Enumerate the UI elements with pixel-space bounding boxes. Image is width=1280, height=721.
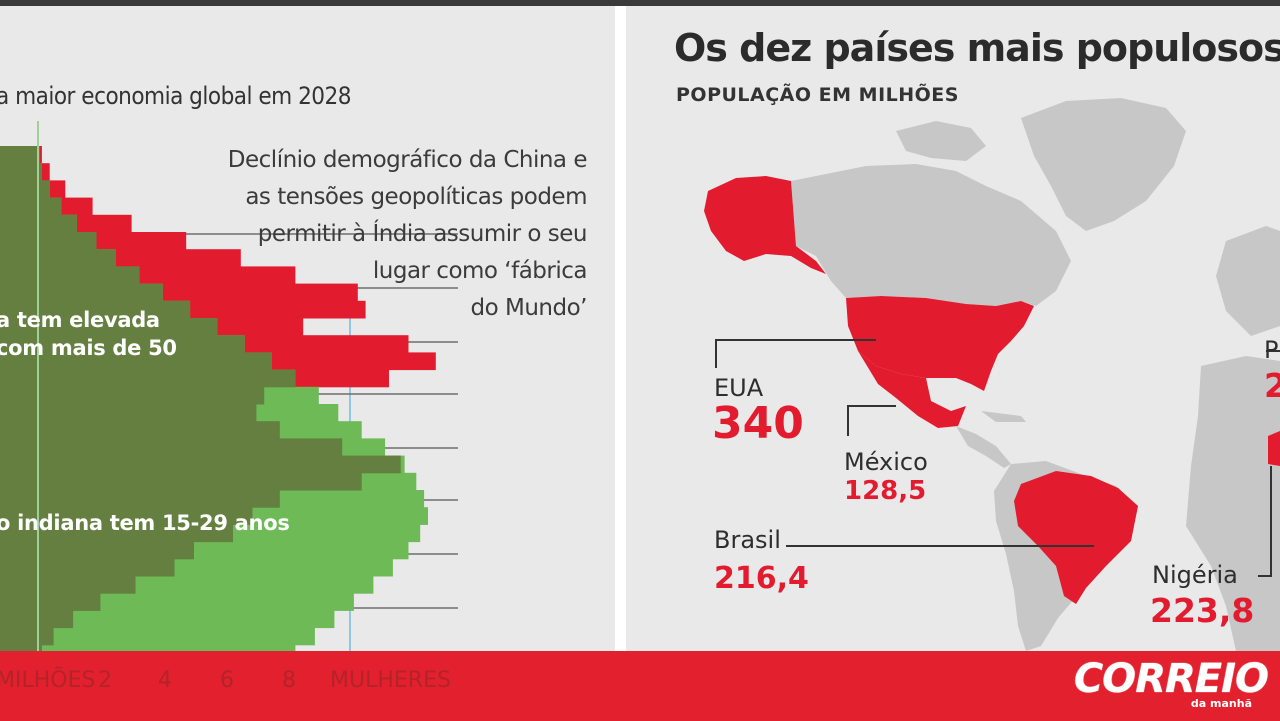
correio-logo[interactable]: CORREIO da manhã: [1073, 656, 1269, 710]
logo-wordmark: CORREIO: [1073, 656, 1269, 702]
central-america-shape: [956, 426, 1011, 468]
africa-shape: [1186, 356, 1280, 651]
india-bar: [0, 610, 335, 629]
canada-shape: [791, 164, 1071, 306]
overlap-bar: [0, 507, 253, 525]
population-pyramid: [0, 121, 458, 651]
callout-bottom: o indiana tem 15-29 anos: [0, 511, 290, 535]
overlap-bar: [0, 593, 101, 611]
overlap-bar: [0, 541, 194, 560]
overlap-bar: [0, 300, 191, 319]
map-subtitle: POPULAÇÃO EM MILHÕES: [676, 84, 959, 106]
pyramid-note: Declínio demográfico da China e as tensõ…: [195, 142, 588, 327]
overlap-bar: [0, 644, 42, 651]
leader-line-eua: [715, 339, 876, 368]
overlap-bar: [0, 610, 74, 629]
note-line: as tensões geopolíticas podem: [245, 184, 587, 210]
caribbean-shape: [981, 411, 1026, 422]
panel-divider: [615, 6, 626, 651]
overlap-bar: [0, 472, 362, 491]
overlap-bar: [0, 455, 401, 474]
overlap-bar: [0, 180, 50, 199]
overlap-bar: [0, 421, 280, 439]
overlap-bar: [0, 386, 265, 405]
arctic-islands-shape: [896, 121, 986, 161]
overlap-bar: [0, 266, 140, 285]
country-value-mexico: 128,5: [844, 476, 927, 506]
overlap-bar: [0, 490, 280, 508]
overlap-bar: [0, 576, 136, 594]
note-line: do Mundo’: [470, 295, 588, 321]
note-line: lugar como ‘fábrica: [372, 258, 588, 284]
country-name-nigeria: Nigéria: [1152, 561, 1238, 589]
india-bar: [0, 644, 296, 651]
country-name-brasil: Brasil: [714, 526, 781, 554]
brazil-shape: [1014, 471, 1138, 604]
country-value-partial: 2: [1264, 366, 1280, 405]
pyramid-subtitle: a maior economia global em 2028: [0, 82, 352, 110]
footer-bar: MILHÕES 2 4 6 8 MULHERES CORREIO da manh…: [0, 651, 1280, 721]
world-map: [704, 98, 1280, 651]
overlap-bar: [0, 163, 42, 181]
country-value-eua: 340: [712, 398, 804, 449]
india-bar: [0, 627, 315, 646]
axis-ghost-label: MILHÕES: [0, 668, 96, 693]
logo-subtitle: da manhã: [1190, 697, 1252, 710]
overlap-bar: [0, 197, 62, 216]
axis-ghost-tick: 6: [220, 668, 234, 693]
overlap-bar: [0, 352, 272, 371]
mexico-shape: [858, 351, 966, 428]
axis-ghost-tick: 4: [158, 668, 172, 693]
greenland-shape: [1021, 98, 1186, 231]
axis-ghost-tick: 2: [98, 668, 112, 693]
overlap-bar: [0, 249, 116, 267]
overlap-bar: [0, 232, 97, 250]
europe-shape: [1216, 226, 1280, 336]
axis-ghost-legend: MULHERES: [330, 668, 451, 693]
alaska-shape: [704, 176, 826, 274]
callout-top-line-2: com mais de 50: [0, 336, 177, 360]
map-title: Os dez países mais populosos: [674, 26, 1280, 70]
overlap-bar: [0, 627, 54, 646]
overlap-bar: [0, 558, 175, 577]
axis-ghost-tick: 8: [282, 668, 296, 693]
overlap-bar: [0, 524, 233, 543]
country-value-brasil: 216,4: [714, 561, 809, 596]
callout-top-line-1: a tem elevada: [0, 308, 160, 332]
top-rule: [0, 0, 1280, 6]
overlap-bar: [0, 369, 296, 388]
map-panel: Os dez países mais populosos POPULAÇÃO E…: [626, 6, 1280, 651]
overlap-bar: [0, 146, 40, 164]
leader-line-mexico: [847, 405, 896, 436]
country-value-nigeria: 223,8: [1150, 591, 1255, 630]
country-name-partial: P: [1264, 336, 1279, 364]
overlap-bar: [0, 438, 343, 457]
overlap-bar: [0, 335, 245, 353]
overlap-bar: [0, 318, 218, 336]
country-name-eua: EUA: [714, 374, 764, 402]
pyramid-panel: a maior economia global em 2028 Declínio…: [0, 6, 615, 651]
note-line: permitir à Índia assumir o seu: [257, 221, 588, 247]
note-line: Declínio demográfico da China e: [227, 147, 588, 173]
nigeria-shape: [1268, 431, 1280, 466]
overlap-bar: [0, 283, 163, 302]
country-name-mexico: México: [844, 448, 928, 476]
usa-shape: [846, 296, 1034, 391]
overlap-bar: [0, 404, 257, 422]
leader-line-nigeria: [1258, 466, 1272, 577]
